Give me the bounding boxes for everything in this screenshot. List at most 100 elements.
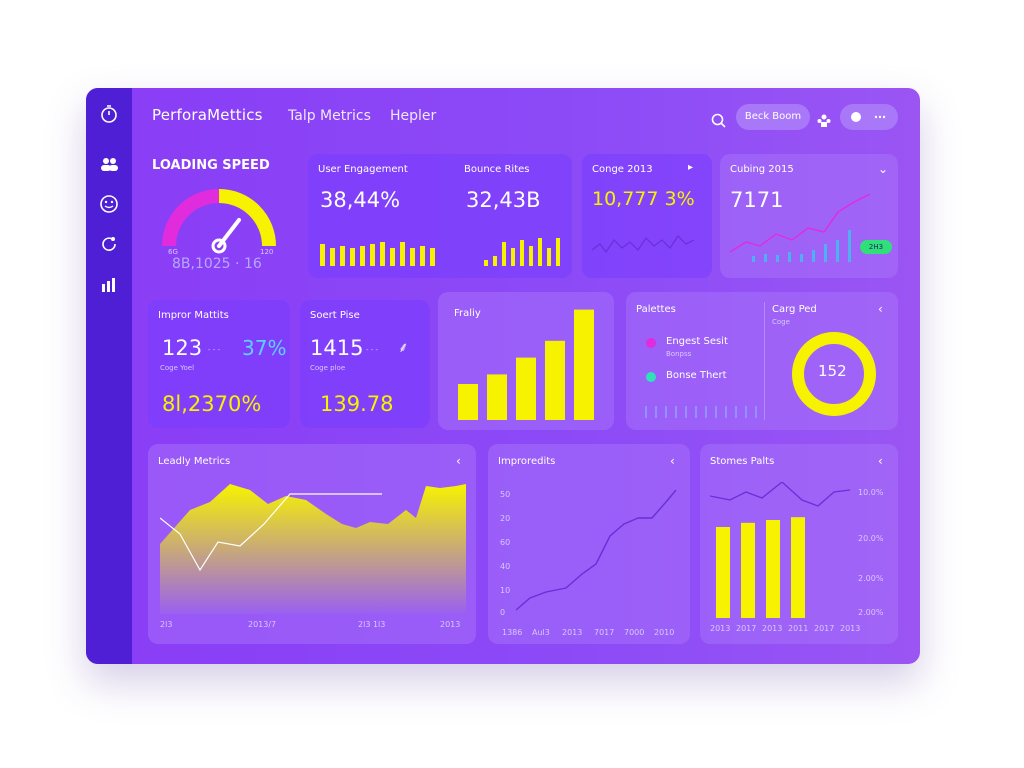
chevron-left-icon[interactable]: ‹ <box>878 302 883 316</box>
leadly-title: Leadly Metrics <box>158 456 231 467</box>
conge-value: 10,777 3% <box>592 188 695 210</box>
chevron-left-icon[interactable]: ‹ <box>670 454 675 468</box>
sport-sub: Coge ploe <box>310 364 346 372</box>
engagement-bar <box>320 244 325 266</box>
refresh-icon[interactable] <box>99 234 119 254</box>
timer-icon[interactable] <box>99 104 119 124</box>
frality-bar <box>458 384 478 420</box>
chevron-down-icon[interactable]: ⌄ <box>878 162 889 176</box>
donut-value: 152 <box>818 362 847 380</box>
bounce-title: Bounce Rites <box>464 164 530 175</box>
x-label-d: 7017 <box>594 628 615 637</box>
arrow-icon[interactable]: ▸ <box>688 162 694 173</box>
legend-label-2: Bonse Thert <box>666 370 727 381</box>
brand-title: PerforaMettics <box>152 106 263 124</box>
engagement-bar <box>330 248 335 266</box>
y-label-3: 60 <box>500 538 511 547</box>
chevron-left-icon[interactable]: ‹ <box>456 454 461 468</box>
stomes-bar <box>766 520 780 618</box>
y-label-s1: 10.0% <box>858 488 884 497</box>
bounce-bar <box>502 242 506 266</box>
y-label-5: 10 <box>500 586 511 595</box>
sport-bottom-value: 139.78 <box>320 392 394 416</box>
team-icon[interactable] <box>816 108 832 134</box>
status-badge: 2H3 <box>860 240 892 254</box>
loading-speed-value: 8B,1025 · 16 <box>172 256 262 272</box>
frality-bar-chart <box>458 309 594 420</box>
frality-bar <box>574 309 594 420</box>
bounce-bar <box>511 248 515 266</box>
donut-sub: Coge <box>772 318 790 326</box>
action-button[interactable]: Beck Boom <box>736 104 810 130</box>
y-label-s3: 2.00% <box>858 574 884 583</box>
users-icon[interactable] <box>99 154 119 174</box>
legend-dot-magenta <box>646 338 656 348</box>
leadly-card: Leadly Metrics ‹ 2l3 2013/7 2l3 1l3 2013 <box>148 444 476 644</box>
palettes-title: Palettes <box>636 304 676 315</box>
x-label-f: 2010 <box>654 628 675 637</box>
bounce-bar <box>520 240 524 266</box>
improv-bottom-value: 8l,2370% <box>162 392 262 416</box>
x-label-3: 2l3 1l3 <box>358 620 386 629</box>
smile-icon[interactable] <box>99 194 119 214</box>
y-label-s4: 2.00% <box>858 608 884 617</box>
improv-title: Impror Mattits <box>158 310 229 321</box>
x-label-s2: 2017 <box>736 624 757 633</box>
x-label-s5: 2017 <box>814 624 835 633</box>
conge-title: Conge 2013 <box>592 164 653 175</box>
bounce-value: 32,43B <box>466 188 541 212</box>
bar-chart-icon[interactable] <box>99 274 119 294</box>
engagement-bar <box>410 248 415 266</box>
sport-value: 1415 <box>310 336 364 360</box>
dash-separator: - - - <box>208 346 221 354</box>
bounce-bar <box>484 260 488 266</box>
stomes-bar <box>716 527 730 618</box>
improv-sub: Coge Yoel <box>160 364 195 372</box>
bounce-bar <box>493 256 497 266</box>
x-label-s4: 2011 <box>788 624 809 633</box>
sport-title: Soert Pise <box>310 310 360 321</box>
improredits-card: Improredits ‹ 50 20 60 40 10 0 1386 Aul3… <box>488 444 690 644</box>
engagement-bar <box>340 246 345 266</box>
improv-pct: 37% <box>242 336 287 360</box>
stomes-line <box>710 482 850 507</box>
y-label-4: 40 <box>500 562 511 571</box>
engagement-bar <box>370 244 375 266</box>
loading-speed-title: LOADING SPEED <box>152 158 270 173</box>
legend-dot-teal <box>646 372 656 382</box>
x-label-a: 1386 <box>502 628 523 637</box>
gauge-max-label: 120 <box>260 248 274 256</box>
x-label-s1: 2013 <box>710 624 731 633</box>
gauge-min-label: 6G <box>168 248 178 256</box>
profile-dot-icon <box>851 112 886 122</box>
legend-sub-1: Bonpss <box>666 350 692 358</box>
palettes-card: Palettes Engest Sesit Bonpss Bonse Thert… <box>626 292 898 430</box>
improv-value: 123 <box>162 336 203 360</box>
app-window: PerforaMettics Talp Metrics Hepler Beck … <box>86 88 920 664</box>
y-label-2: 20 <box>500 514 511 523</box>
chevron-left-icon[interactable]: ‹ <box>878 454 883 468</box>
x-label-e: 7000 <box>624 628 645 637</box>
palettes-ticks <box>645 406 757 418</box>
engagement-value: 38,44% <box>320 188 401 212</box>
engagement-bars <box>320 238 560 266</box>
engagement-card: User Engagement 38,44% Bounce Rites 32,4… <box>308 154 572 278</box>
divider <box>764 302 765 420</box>
sport-card: Soert Pise 1415 - - - ⸙ Coge ploe 139.78 <box>300 300 430 428</box>
engagement-bar <box>350 248 355 266</box>
conge-sparkline <box>592 235 695 254</box>
stomes-bar <box>741 522 755 618</box>
x-label-s6: 2013 <box>840 624 861 633</box>
x-label-b: Aul3 <box>532 628 550 637</box>
search-icon[interactable] <box>711 108 727 134</box>
y-label-6: 0 <box>500 608 506 617</box>
donut-chart <box>792 332 876 416</box>
engagement-bar <box>400 242 405 266</box>
y-label-1: 50 <box>500 490 511 499</box>
profile-menu[interactable] <box>840 104 898 130</box>
nav-link-metrics[interactable]: Talp Metrics <box>288 108 371 124</box>
nav-link-helper[interactable]: Hepler <box>390 108 437 124</box>
bounce-bar <box>529 246 533 266</box>
engagement-bar <box>360 246 365 266</box>
engagement-title: User Engagement <box>318 164 408 175</box>
